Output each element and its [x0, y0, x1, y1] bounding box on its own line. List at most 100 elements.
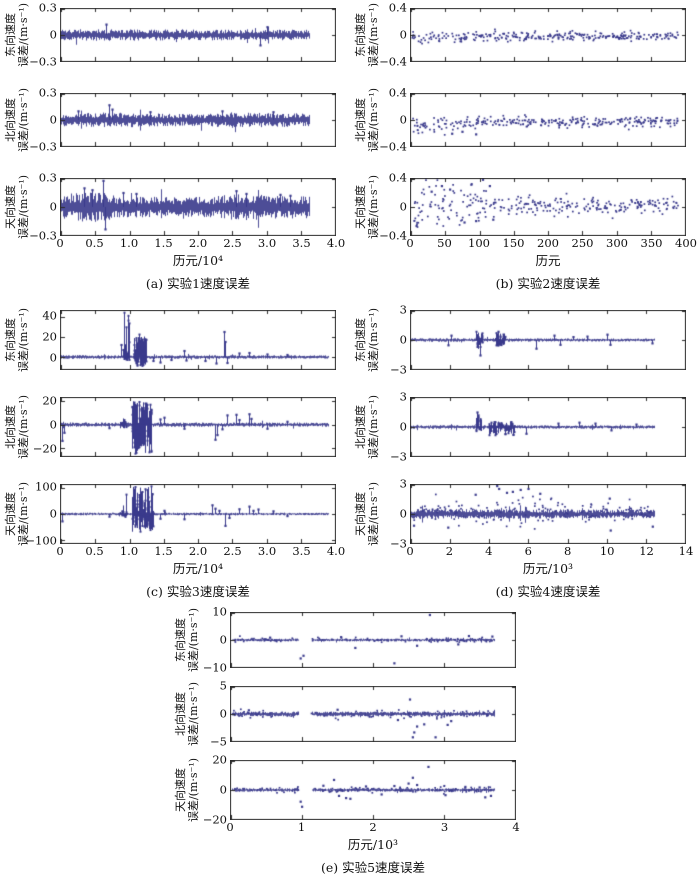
subplot-canvas — [60, 93, 336, 147]
y-axis-label-line: 误差/(m·s⁻¹) — [187, 757, 200, 823]
subplot-c-1: 东向速度 误差/(m·s⁻¹) 40 20 0 — [2, 308, 336, 372]
y-tick-label: −20 — [32, 440, 57, 455]
y-tick-label: 0 — [399, 112, 407, 127]
figure-row-2: 东向速度 误差/(m·s⁻¹) 40 20 0 北向速度 误差/(m·s⁻¹) 20 0 −20 天… — [0, 302, 700, 600]
y-tick-labels: 0.3 0 −0.3 — [29, 2, 60, 67]
x-tick-label: 1.0 — [119, 544, 139, 558]
caption-row: (c) 实验3速度误差 — [2, 578, 336, 600]
y-tick-label: 3 — [399, 476, 407, 491]
y-axis-label-text: 天向速度 误差/(m·s⁻¹) — [174, 757, 201, 823]
subplot-canvas — [60, 397, 336, 457]
subplot-b-2: 北向速度 误差/(m·s⁻¹) 0.4 0 −0.4 — [352, 87, 686, 152]
y-tick-label: 5 — [219, 678, 227, 693]
plot-area — [60, 8, 336, 62]
y-tick-labels: 3 0 −3 — [384, 478, 410, 549]
subplot-canvas — [60, 178, 336, 236]
y-tick-labels: 5 0 −5 — [204, 680, 230, 747]
plot-area — [230, 760, 516, 820]
caption-row: (a) 实验1速度误差 — [2, 270, 336, 292]
y-axis-label-text: 天向速度 误差/(m·s⁻¹) — [354, 481, 381, 547]
x-axis-label: 历元/10⁴ — [172, 253, 224, 268]
y-tick-label: 0 — [219, 632, 227, 647]
plot-area — [410, 8, 686, 62]
y-tick-labels: 20 0 −20 — [32, 392, 60, 457]
figure-row-1: 东向速度 误差/(m·s⁻¹) 0.3 0 −0.3 北向速度 误差/(m·s⁻¹) 0.3 0… — [0, 0, 700, 292]
y-axis-label-text: 东向速度 误差/(m·s⁻¹) — [4, 308, 31, 372]
y-tick-label: −0.4 — [379, 54, 407, 69]
panel-b-experiment2-velocity-error: 东向速度 误差/(m·s⁻¹) 0.4 0 −0.4 北向速度 误差/(m·s⁻¹) 0.4 0… — [350, 0, 700, 292]
y-axis-label-line: 误差/(m·s⁻¹) — [367, 394, 380, 460]
y-axis-label-text: 东向速度 误差/(m·s⁻¹) — [354, 307, 381, 373]
x-tick-label: 0 — [406, 236, 414, 250]
y-axis-label-line: 误差/(m·s⁻¹) — [187, 607, 200, 673]
subplot-canvas — [230, 686, 516, 742]
y-tick-label: −0.4 — [379, 139, 407, 154]
y-axis-label-text: 北向速度 误差/(m·s⁻¹) — [4, 88, 31, 152]
x-axis-label: 历元/10³ — [522, 561, 574, 576]
plot-area — [60, 484, 336, 544]
y-tick-label: −0.3 — [29, 228, 57, 243]
y-axis-label-text: 北向速度 误差/(m·s⁻¹) — [174, 682, 201, 746]
y-tick-labels: 0.3 0 −0.3 — [29, 87, 60, 152]
x-tick-label: 8 — [564, 544, 572, 558]
y-tick-label: 0 — [399, 419, 407, 434]
panel-c-experiment3-velocity-error: 东向速度 误差/(m·s⁻¹) 40 20 0 北向速度 误差/(m·s⁻¹) 20 0 −20 天… — [0, 306, 350, 600]
y-axis-label-text: 北向速度 误差/(m·s⁻¹) — [354, 394, 381, 460]
y-axis-label: 东向速度 误差/(m·s⁻¹) — [2, 308, 34, 372]
plot-area — [60, 178, 336, 236]
y-axis-label-text: 天向速度 误差/(m·s⁻¹) — [4, 175, 31, 239]
plot-area — [60, 397, 336, 457]
y-tick-label: −5 — [210, 734, 227, 749]
subplot-d-2: 北向速度 误差/(m·s⁻¹) 3 0 −3 — [352, 391, 686, 462]
y-tick-label: 0.4 — [388, 170, 407, 185]
y-tick-label: 10 — [212, 604, 227, 619]
subplot-canvas — [60, 484, 336, 544]
y-tick-label: 0 — [49, 27, 57, 42]
subplot-canvas — [230, 612, 516, 668]
x-tick-label: 150 — [502, 236, 525, 250]
subplot-canvas — [230, 760, 516, 820]
y-axis-label-line: 误差/(m·s⁻¹) — [367, 307, 380, 373]
y-axis-label: 天向速度 误差/(m·s⁻¹) — [352, 481, 384, 547]
x-tick-label: 0 — [56, 236, 64, 250]
subplot-e-1: 东向速度 误差/(m·s⁻¹) 10 0 −10 — [172, 606, 516, 673]
subplot-e-3: 天向速度 误差/(m·s⁻¹) 20 0 −20 — [172, 754, 516, 825]
y-tick-label: 0 — [219, 706, 227, 721]
subplot-canvas — [410, 93, 686, 147]
x-tick-row: 0 2 4 6 8 10 12 14 — [352, 544, 693, 560]
subplot-canvas — [60, 8, 336, 62]
axis-spacer — [2, 270, 60, 292]
axis-spacer — [2, 578, 60, 600]
y-tick-labels: 100 0 −100 — [25, 480, 60, 546]
y-tick-label: 0 — [49, 349, 57, 364]
y-tick-label: 3 — [399, 302, 407, 317]
y-tick-label: −3 — [390, 536, 407, 551]
x-tick-labels: 0 2 4 6 8 10 12 14 — [406, 544, 693, 560]
plot-area — [410, 310, 686, 370]
x-tick-label: 250 — [571, 236, 594, 250]
x-tick-label: 4 — [485, 544, 493, 558]
y-tick-label: 20 — [42, 392, 57, 407]
x-tick-label: 2.5 — [223, 544, 242, 558]
y-tick-label: −0.3 — [29, 54, 57, 69]
x-tick-label: 3.5 — [292, 544, 311, 558]
x-axis-label-row: 历元/10⁴ — [2, 560, 336, 578]
subplot-canvas — [410, 397, 686, 457]
y-tick-label: 0 — [399, 199, 407, 214]
y-axis-label: 北向速度 误差/(m·s⁻¹) — [2, 395, 34, 459]
subplot-a-1: 东向速度 误差/(m·s⁻¹) 0.3 0 −0.3 — [2, 2, 336, 67]
x-tick-labels: 0 0.5 1.0 1.5 2.0 2.5 3.0 3.5 4.0 — [56, 544, 345, 560]
x-tick-label: 50 — [437, 236, 452, 250]
y-axis-label: 北向速度 误差/(m·s⁻¹) — [352, 394, 384, 460]
y-tick-label: 40 — [42, 308, 57, 323]
y-tick-label: 0.3 — [38, 0, 57, 15]
y-tick-labels: 3 0 −3 — [384, 391, 410, 462]
y-axis-label-line: 误差/(m·s⁻¹) — [367, 481, 380, 547]
y-tick-label: 0.3 — [38, 170, 57, 185]
x-tick-row: 0 0.5 1.0 1.5 2.0 2.5 3.0 3.5 4.0 — [2, 236, 345, 252]
axis-spacer — [172, 836, 230, 854]
y-tick-label: −10 — [202, 660, 227, 675]
y-tick-label: 0.4 — [388, 0, 407, 15]
x-tick-label: 350 — [640, 236, 663, 250]
